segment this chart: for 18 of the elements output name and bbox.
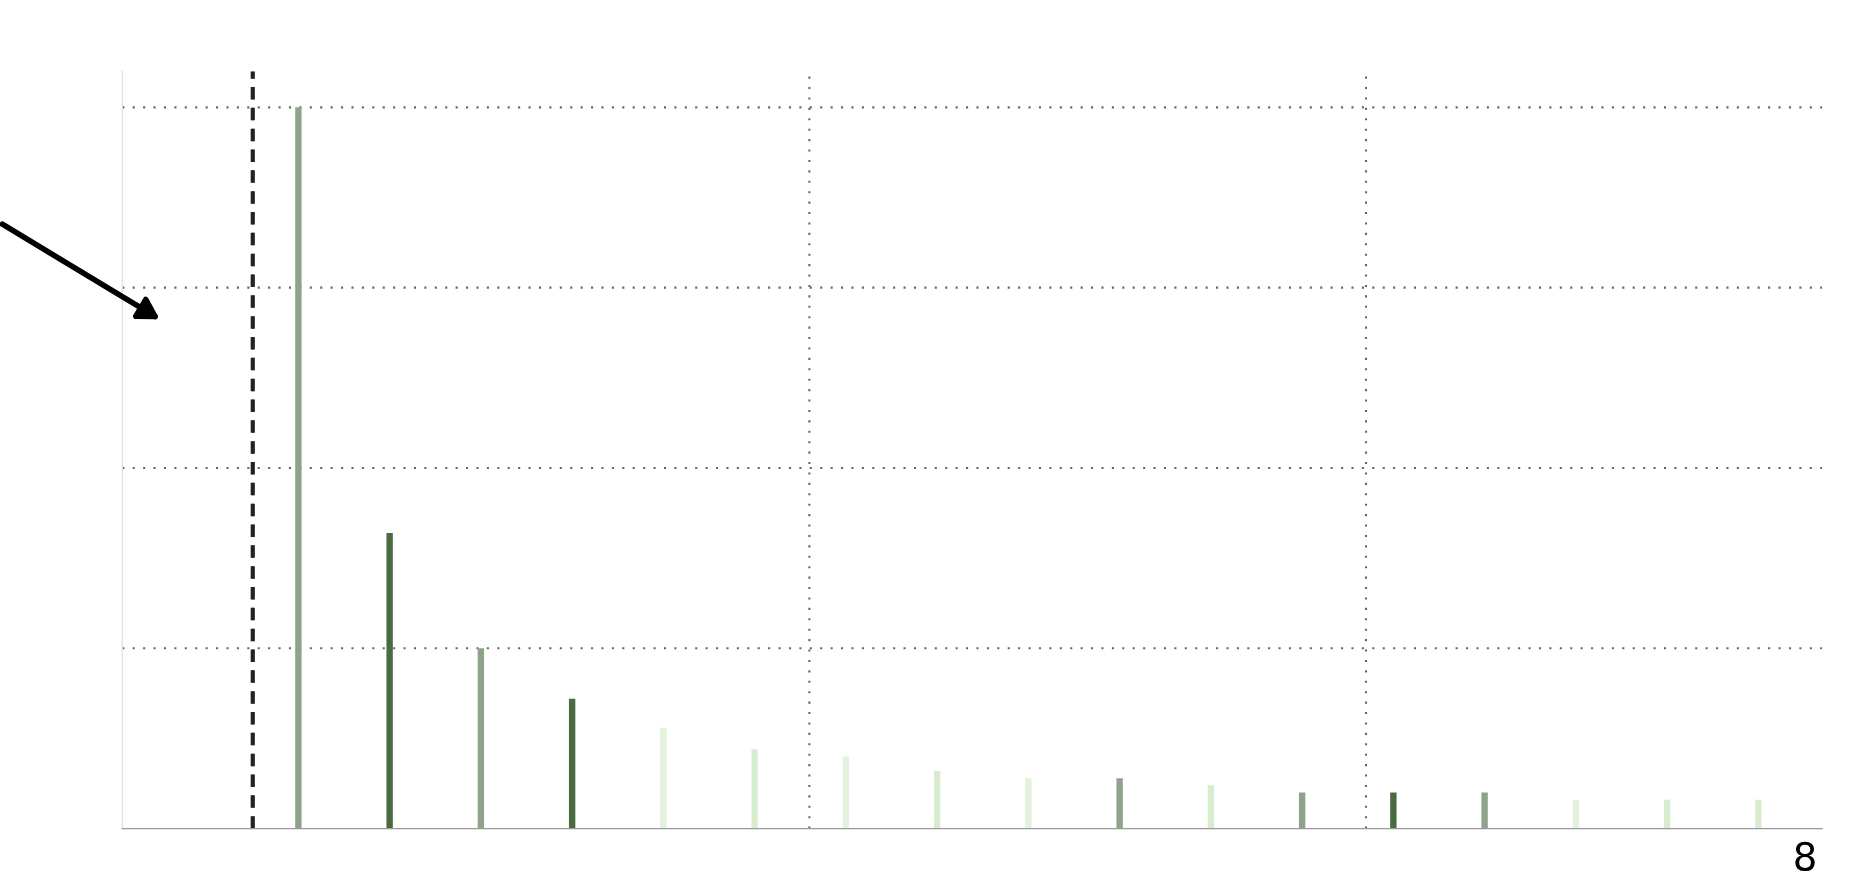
bar	[933, 770, 941, 829]
bar	[1298, 792, 1306, 829]
bar	[1390, 792, 1397, 829]
bar	[1116, 778, 1123, 829]
bar	[295, 107, 302, 829]
bar	[568, 698, 576, 829]
bar	[660, 727, 667, 829]
text: 8	[1795, 841, 1815, 872]
bar	[386, 532, 393, 829]
bar	[1481, 792, 1488, 829]
bar	[842, 756, 850, 829]
bar	[1025, 778, 1032, 829]
bar	[1572, 799, 1580, 829]
bar	[1207, 785, 1215, 829]
bar	[751, 749, 758, 829]
bar	[1663, 799, 1671, 829]
bar	[477, 648, 485, 829]
bar	[1755, 799, 1762, 829]
